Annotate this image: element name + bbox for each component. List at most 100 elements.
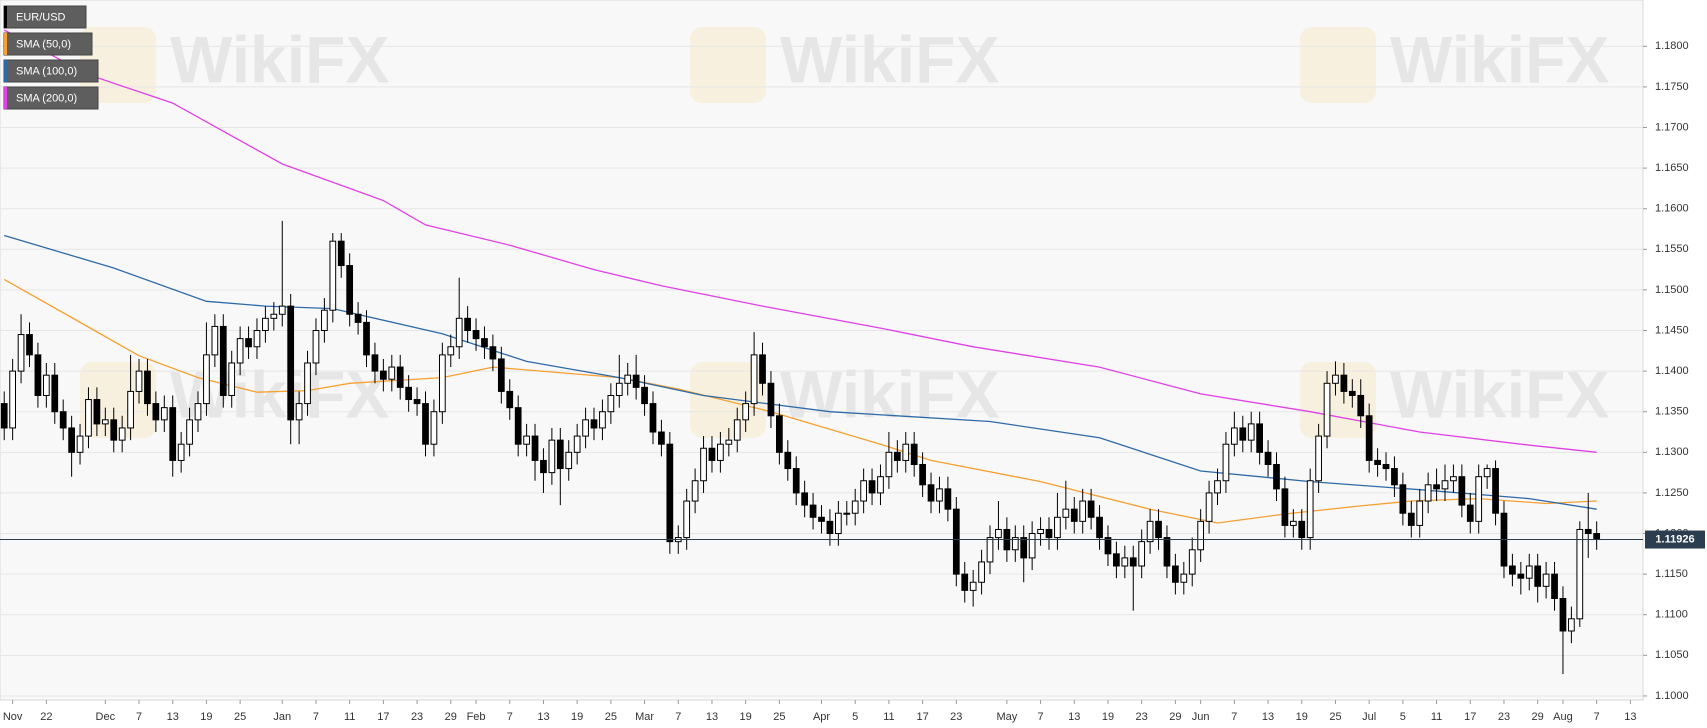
candle-body bbox=[514, 407, 522, 445]
candle-body bbox=[1121, 557, 1129, 567]
candle-body bbox=[1256, 423, 1263, 453]
candle-body bbox=[902, 443, 910, 461]
candle-body bbox=[1104, 537, 1112, 555]
candle-body bbox=[101, 419, 109, 425]
candle-body bbox=[245, 338, 252, 348]
x-tick-label: 23 bbox=[411, 711, 423, 723]
candle-body bbox=[1424, 484, 1432, 502]
y-tick-label: 1.1250 bbox=[1655, 487, 1689, 499]
candle-body bbox=[599, 411, 606, 429]
candle-body bbox=[969, 581, 977, 591]
candle-body bbox=[995, 528, 1002, 539]
candle-body bbox=[152, 403, 160, 421]
candle-body bbox=[910, 443, 918, 466]
candle-body bbox=[944, 488, 952, 510]
candle-body bbox=[750, 354, 758, 405]
candle-body bbox=[1180, 573, 1188, 583]
legend-label: SMA (200,0) bbox=[16, 92, 77, 104]
candle-body bbox=[388, 366, 396, 380]
x-tick-label: 19 bbox=[1102, 711, 1114, 723]
watermark: WikiFX bbox=[170, 357, 389, 431]
x-tick-label: 13 bbox=[1262, 711, 1274, 723]
candle-body bbox=[700, 447, 707, 482]
candle-body bbox=[371, 354, 379, 372]
y-tick-label: 1.1500 bbox=[1655, 284, 1689, 296]
candle-body bbox=[860, 480, 867, 502]
x-tick-label: 19 bbox=[571, 711, 583, 723]
candle-body bbox=[236, 338, 244, 364]
candle-body bbox=[1028, 533, 1036, 559]
x-tick-label: Jun bbox=[1192, 711, 1210, 723]
plot-area bbox=[0, 0, 1644, 701]
candle-body bbox=[961, 573, 969, 591]
candle-body bbox=[792, 468, 800, 494]
candle-body bbox=[1070, 508, 1078, 522]
candle-body bbox=[1264, 451, 1272, 466]
candle-body bbox=[1441, 480, 1449, 490]
x-tick-label: 7 bbox=[507, 711, 513, 723]
candle-body bbox=[329, 240, 337, 311]
candle-body bbox=[68, 427, 75, 453]
legend-label: SMA (100,0) bbox=[16, 65, 77, 77]
candle-body bbox=[624, 374, 632, 384]
candle-body bbox=[1054, 516, 1061, 539]
legend-swatch bbox=[4, 60, 7, 82]
candle-body bbox=[818, 516, 825, 522]
candle-body bbox=[691, 480, 699, 502]
candle-body bbox=[1584, 528, 1592, 535]
x-tick-label: 19 bbox=[1296, 711, 1308, 723]
candle-body bbox=[1374, 459, 1381, 466]
candle-body bbox=[1214, 480, 1221, 494]
candle-body bbox=[211, 325, 219, 356]
candle-body bbox=[919, 464, 926, 486]
candle-body bbox=[1466, 504, 1474, 522]
x-tick-label: 7 bbox=[1594, 711, 1600, 723]
candle-body bbox=[430, 411, 438, 445]
candle-body bbox=[885, 451, 893, 478]
y-tick-label: 1.1800 bbox=[1655, 40, 1689, 52]
candle-body bbox=[708, 447, 716, 461]
x-tick-label: 11 bbox=[883, 711, 894, 723]
candle-body bbox=[1289, 520, 1297, 526]
candle-body bbox=[1155, 520, 1162, 539]
candle-body bbox=[506, 390, 514, 409]
x-tick-label: 25 bbox=[773, 711, 785, 723]
candle-body bbox=[127, 390, 134, 429]
watermark: WikiFX bbox=[1390, 22, 1609, 96]
candle-body bbox=[354, 313, 362, 323]
x-tick-label: 7 bbox=[313, 711, 319, 723]
candle-body bbox=[1172, 565, 1179, 583]
candles bbox=[0, 220, 1601, 675]
candle-body bbox=[641, 386, 648, 405]
candle-body bbox=[683, 500, 691, 539]
candle-body bbox=[1306, 480, 1314, 539]
x-tick-label: 29 bbox=[1169, 711, 1181, 723]
candle-body bbox=[26, 334, 33, 356]
candle-body bbox=[1551, 573, 1558, 599]
candle-body bbox=[1568, 618, 1575, 632]
candle-body bbox=[1239, 427, 1247, 441]
x-tick-label: Jan bbox=[273, 711, 291, 723]
candle-body bbox=[1365, 415, 1373, 461]
candle-body bbox=[1146, 520, 1154, 543]
legend-swatch bbox=[4, 6, 7, 28]
candle-body bbox=[834, 512, 842, 535]
legend-label: EUR/USD bbox=[16, 11, 66, 23]
legend: EUR/USD SMA (50,0) SMA (100,0) SMA (200,0) bbox=[3, 5, 99, 110]
candle-body bbox=[1576, 528, 1584, 620]
candle-body bbox=[952, 508, 960, 575]
candle-body bbox=[1433, 484, 1440, 490]
axes: 1.10001.10501.11001.11501.12001.12501.13… bbox=[0, 40, 1705, 723]
candle-body bbox=[1188, 549, 1196, 575]
candle-body bbox=[270, 313, 278, 319]
candle-body bbox=[455, 317, 463, 348]
x-tick-label: Feb bbox=[467, 711, 486, 723]
candle-body bbox=[363, 321, 370, 356]
candle-body bbox=[481, 338, 488, 348]
legend-swatch bbox=[4, 87, 7, 109]
x-tick-label: 19 bbox=[740, 711, 752, 723]
candle-body bbox=[801, 492, 809, 506]
candle-body bbox=[1113, 553, 1120, 567]
candle-body bbox=[1163, 537, 1171, 567]
